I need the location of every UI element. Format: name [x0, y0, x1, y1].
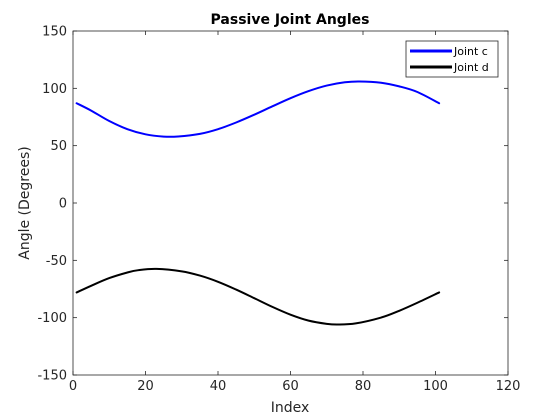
y-tick-label: 50: [50, 139, 67, 154]
axis-ticks: 0 20 40 60 80 100 120 -150 -100 -50 0 50 100 150: [37, 25, 520, 395]
y-tick-label: 100: [42, 82, 67, 97]
y-axis-label: Angle (Degrees): [17, 146, 33, 259]
series-layer: [75, 80, 441, 326]
chart-title: Passive Joint Angles: [211, 12, 370, 28]
legend-label: Joint c: [453, 45, 488, 58]
x-tick-label: 20: [137, 379, 154, 394]
x-tick-label: 100: [423, 379, 448, 394]
series-line-joint-d: [75, 267, 441, 326]
x-axis-label: Index: [271, 400, 310, 416]
series-line-joint-c: [75, 80, 441, 138]
legend-label: Joint d: [453, 61, 489, 74]
x-tick-label: 120: [496, 379, 521, 394]
x-tick-label: 80: [355, 379, 372, 394]
x-tick-label: 0: [69, 379, 77, 394]
y-tick-label: -100: [37, 311, 67, 326]
plot-area: [72, 30, 509, 376]
legend: Joint c Joint d: [405, 40, 499, 78]
y-tick-label: -150: [37, 369, 67, 384]
y-tick-label: -50: [46, 254, 67, 269]
x-tick-label: 60: [282, 379, 299, 394]
y-tick-label: 150: [42, 25, 67, 40]
legend-box: [405, 40, 499, 78]
x-tick-label: 40: [210, 379, 227, 394]
y-tick-label: 0: [59, 197, 67, 212]
